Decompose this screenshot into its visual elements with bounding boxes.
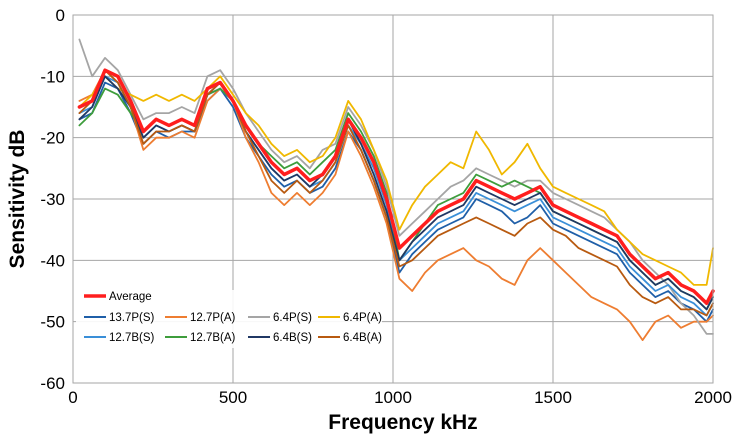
- tick-labels: 0-10-20-30-40-50-600 500 1000 1500 2000: [40, 6, 731, 407]
- legend-label: 13.7P(S): [109, 312, 155, 324]
- series-line-13-7p-s: [78, 81, 714, 323]
- legend: Average 13.7P(S) 12.7P(A) 6.4P(S) 6.4P(A) 12.…: [76, 290, 382, 348]
- y-tick-label: -20: [40, 129, 65, 148]
- x-tick-label: 1500: [534, 388, 572, 407]
- y-tick-label: -50: [40, 313, 65, 332]
- y-axis-title: Sensitivity dB: [6, 130, 29, 269]
- series-line-average: [77, 68, 715, 306]
- series-line-6-4p-a: [78, 75, 714, 286]
- y-tick-label: -40: [40, 251, 65, 270]
- y-tick-label: 0: [56, 6, 65, 25]
- x-tick-label: 2000: [694, 388, 732, 407]
- legend-label: 6.4P(A): [343, 312, 382, 324]
- series-line-6-4p-s: [78, 38, 714, 335]
- legend-label: 12.7P(A): [190, 312, 236, 324]
- legend-label: 6.4B(A): [343, 332, 382, 344]
- y-tick-label: -60: [40, 374, 65, 393]
- legend-label: 6.4P(S): [273, 312, 312, 324]
- x-tick-label: 0: [68, 388, 77, 407]
- series-line-6-4b-a: [78, 69, 714, 317]
- series-line-12-7p-a: [78, 69, 714, 342]
- y-tick-label: -10: [40, 67, 65, 86]
- x-tick-label: 500: [219, 388, 247, 407]
- legend-label: 6.4B(S): [273, 332, 312, 344]
- series-layer: [77, 38, 715, 342]
- plot-border: [72, 14, 714, 384]
- legend-label: 12.7B(A): [190, 332, 236, 344]
- x-axis-title: Frequency kHz: [328, 411, 477, 434]
- y-tick-label: -30: [40, 190, 65, 209]
- x-tick-label: 1000: [374, 388, 412, 407]
- legend-label: Average: [109, 291, 152, 303]
- legend-label: 12.7B(S): [109, 332, 155, 344]
- legend-background: [76, 290, 382, 348]
